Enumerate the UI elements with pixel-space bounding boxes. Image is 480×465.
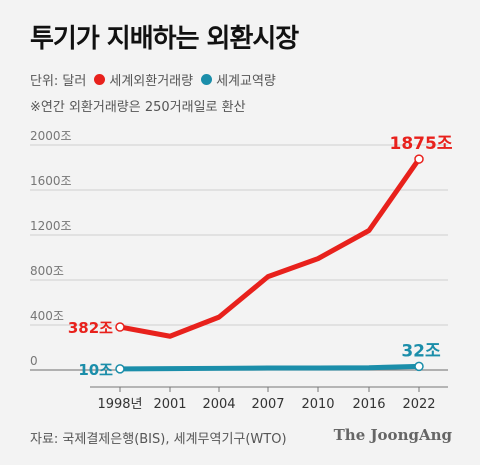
data-label-end: 1875조 <box>390 134 453 154</box>
data-point-marker <box>115 364 125 374</box>
y-tick-label: 1200조 <box>30 219 72 233</box>
unit-label: 단위: 달러 <box>30 74 87 89</box>
series-line-trade <box>117 363 422 372</box>
data-label-start: 382조 <box>68 319 113 337</box>
data-point-marker <box>414 361 424 372</box>
x-tick-label: 2010 <box>301 397 334 412</box>
y-tick-label: 400조 <box>30 309 64 323</box>
legend: 단위: 달러 세계외환거래량 세계교역량 <box>30 70 276 89</box>
legend-label-trade: 세계교역량 <box>216 74 276 89</box>
x-tick-label: 2007 <box>251 397 284 412</box>
x-tick-label: 2022 <box>402 397 435 412</box>
y-tick-label: 2000조 <box>30 129 72 143</box>
y-tick-label: 1600조 <box>30 174 72 188</box>
brand-logo: The JoongAng <box>333 426 452 444</box>
x-tick-label: 2001 <box>153 397 186 412</box>
y-tick-label: 0 <box>30 354 38 368</box>
x-tick-label: 1998년 <box>97 397 142 412</box>
x-tick-label: 2004 <box>202 397 235 412</box>
legend-label-fx: 세계외환거래량 <box>109 74 194 89</box>
source-note: 자료: 국제결제은행(BIS), 세계무역기구(WTO) <box>30 432 287 447</box>
x-tick-label: 2016 <box>352 397 385 412</box>
data-point-marker <box>414 154 424 164</box>
data-label-end: 32조 <box>401 341 441 361</box>
legend-dot-fx-icon <box>94 74 106 85</box>
legend-dot-trade-icon <box>201 74 213 85</box>
chart-title: 투기가 지배하는 외환시장 <box>30 24 299 54</box>
conversion-note: ※연간 외환거래량은 250거래일로 환산 <box>30 100 246 115</box>
y-tick-label: 800조 <box>30 264 64 278</box>
data-label-start: 10조 <box>78 361 113 379</box>
data-point-marker <box>115 322 125 332</box>
series-line-fx <box>117 156 422 339</box>
